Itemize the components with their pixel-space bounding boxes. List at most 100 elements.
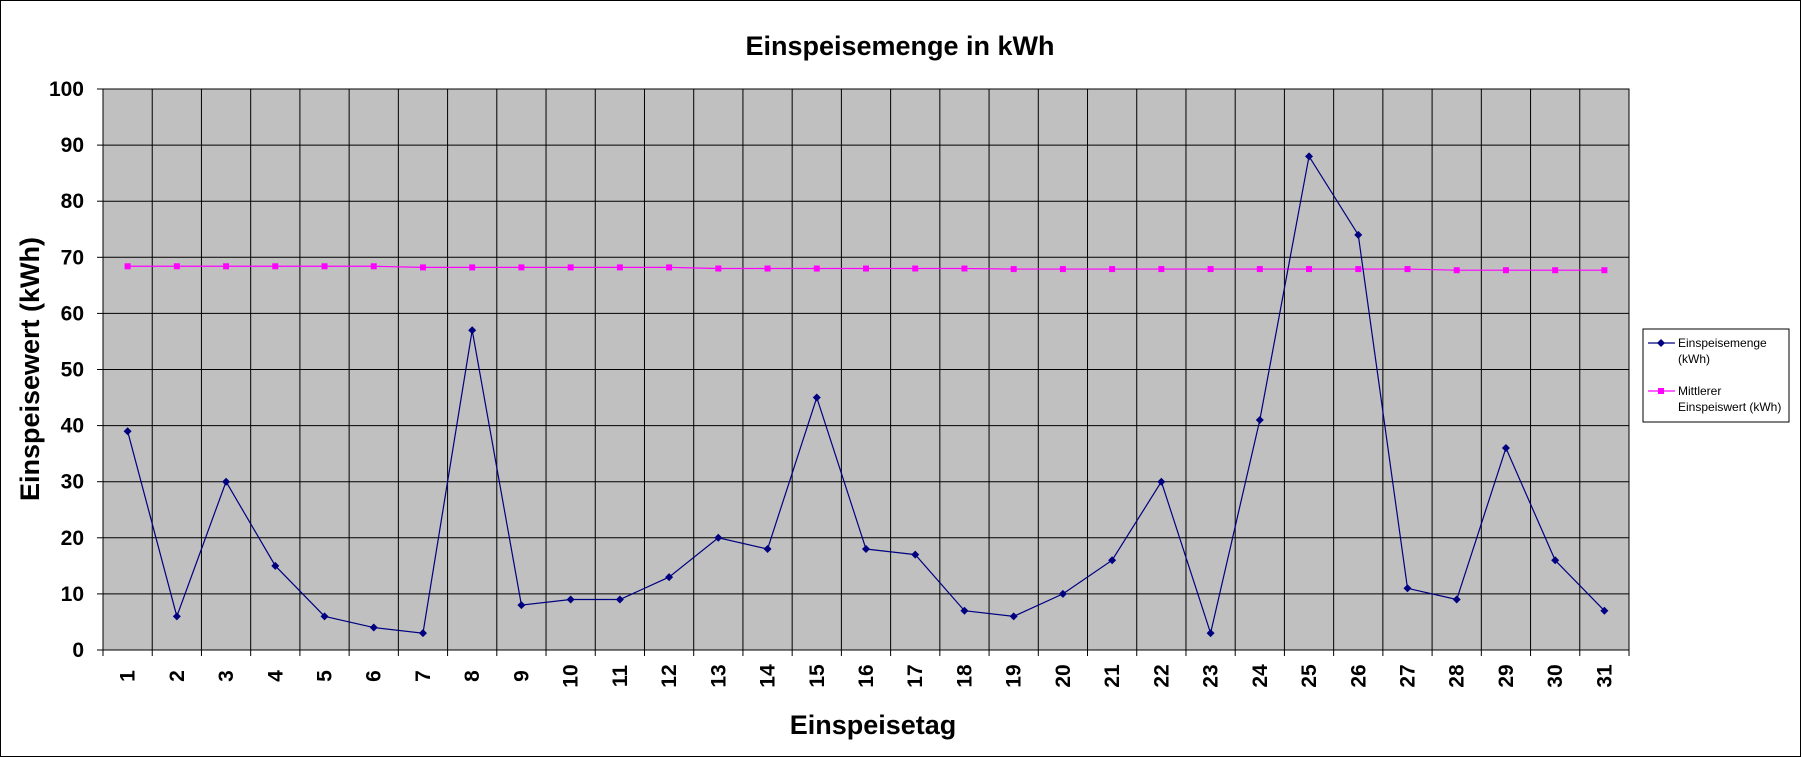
- data-point-diamond: [1657, 339, 1665, 347]
- y-tick-label: 80: [61, 190, 84, 213]
- data-point-square: [961, 265, 968, 272]
- legend-label: Einspeiswert (kWh): [1678, 400, 1781, 414]
- series-0: [123, 152, 1609, 638]
- x-tick-label: 1: [117, 670, 140, 682]
- legend-entry-0: Einspeisemenge (kWh): [1648, 336, 1767, 366]
- data-point-diamond: [1452, 595, 1461, 604]
- x-tick-label: 9: [510, 670, 533, 682]
- y-tick-label: 90: [61, 134, 84, 157]
- data-point-square: [469, 264, 476, 271]
- data-point-diamond: [1157, 477, 1166, 486]
- x-tick-label: 24: [1249, 664, 1272, 688]
- legend-label: Einspeisemenge: [1678, 336, 1767, 350]
- x-tick-label: 2: [166, 670, 189, 682]
- data-point-square: [321, 263, 328, 270]
- data-point-square: [370, 263, 377, 270]
- legend-entry-1: Mittlerer Einspeiswert (kWh): [1648, 384, 1781, 414]
- y-axis-title: Einspeisewert (kWh): [15, 237, 45, 501]
- data-point-square: [1059, 266, 1066, 273]
- data-point-square: [1256, 266, 1263, 273]
- series-layer: [123, 152, 1609, 638]
- data-point-diamond: [222, 477, 231, 486]
- data-point-diamond: [812, 393, 821, 402]
- y-axis: 0 10 20 30 40 50 60 70 80 90 100: [49, 78, 104, 662]
- data-point-diamond: [960, 606, 969, 615]
- y-tick-label: 100: [49, 78, 84, 101]
- legend-box: [1642, 328, 1790, 423]
- data-point-diamond: [369, 623, 378, 632]
- data-point-square: [124, 263, 131, 270]
- data-point-diamond: [665, 573, 674, 582]
- data-point-diamond: [1009, 612, 1018, 621]
- x-tick-label: 27: [1396, 664, 1419, 687]
- y-tick-label: 20: [61, 527, 84, 550]
- data-point-diamond: [1206, 629, 1215, 638]
- x-tick-label: 13: [707, 664, 730, 687]
- y-tick-label: 70: [61, 246, 84, 269]
- data-point-square: [1552, 267, 1559, 274]
- chart-title: Einspeisemenge in kWh: [745, 31, 1054, 61]
- x-tick-label: 11: [609, 665, 632, 688]
- y-tick-label: 30: [61, 471, 84, 494]
- data-point-square: [1207, 266, 1214, 273]
- data-point-diamond: [862, 545, 870, 554]
- x-tick-label: 7: [412, 670, 435, 682]
- x-tick-label: 21: [1101, 664, 1124, 688]
- data-point-diamond: [1058, 589, 1067, 598]
- x-tick-label: 20: [1052, 664, 1075, 687]
- data-point-diamond: [320, 612, 329, 621]
- x-tick-label: 23: [1200, 664, 1223, 687]
- y-tick-label: 60: [61, 302, 84, 325]
- data-point-diamond: [123, 427, 132, 436]
- data-point-square: [1502, 267, 1509, 274]
- data-point-square: [666, 264, 673, 271]
- x-tick-label: 15: [806, 664, 829, 688]
- data-point-diamond: [615, 595, 624, 604]
- x-tick-label: 16: [855, 664, 878, 687]
- x-tick-label: 25: [1298, 664, 1321, 688]
- data-point-diamond: [763, 545, 772, 554]
- data-point-square: [813, 265, 820, 272]
- data-point-square: [616, 264, 623, 271]
- data-point-diamond: [468, 326, 477, 335]
- data-point-square: [1601, 267, 1608, 274]
- data-point-square: [1404, 266, 1411, 273]
- data-point-square: [173, 263, 180, 270]
- data-point-square: [518, 264, 525, 271]
- x-tick-label: 22: [1150, 664, 1173, 687]
- x-tick-label: 8: [461, 670, 484, 682]
- data-point-diamond: [271, 561, 280, 570]
- y-tick-label: 10: [61, 583, 84, 606]
- data-point-diamond: [1255, 415, 1264, 424]
- x-axis: 1 2 3 4 5 6 7 8 9 10 11 12 13 14 15 16 17 18 19 20 21 22 23 24 2…: [102, 649, 1630, 688]
- legend-label: Mittlerer: [1678, 384, 1721, 398]
- x-tick-label: 30: [1544, 664, 1567, 687]
- data-point-square: [863, 265, 869, 272]
- data-point-square: [1355, 266, 1362, 273]
- data-point-square: [1453, 267, 1460, 274]
- data-point-square: [567, 264, 574, 271]
- x-tick-label: 18: [953, 664, 976, 688]
- data-point-diamond: [1108, 556, 1117, 565]
- data-point-diamond: [517, 601, 526, 610]
- x-tick-label: 4: [264, 670, 287, 682]
- data-point-diamond: [566, 595, 575, 604]
- data-point-square: [1158, 266, 1165, 273]
- data-point-square: [1658, 388, 1664, 394]
- data-point-diamond: [1403, 584, 1412, 593]
- x-tick-label: 3: [215, 670, 238, 682]
- data-point-diamond: [714, 533, 723, 542]
- legend-label: (kWh): [1678, 352, 1710, 366]
- x-tick-label: 29: [1495, 664, 1518, 687]
- x-tick-label: 12: [658, 664, 681, 687]
- x-tick-label: 31: [1593, 664, 1616, 688]
- data-point-square: [419, 264, 426, 271]
- data-point-square: [1109, 266, 1116, 273]
- x-tick-label: 17: [904, 664, 927, 687]
- data-point-square: [715, 265, 722, 272]
- data-point-diamond: [1354, 230, 1363, 239]
- x-tick-label: 28: [1446, 664, 1469, 688]
- x-tick-label: 14: [757, 664, 780, 688]
- data-point-square: [912, 265, 919, 272]
